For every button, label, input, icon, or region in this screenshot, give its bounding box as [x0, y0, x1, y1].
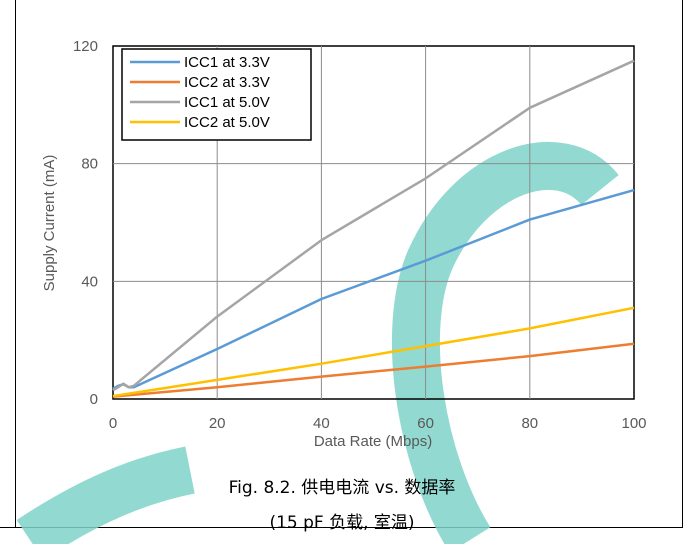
series-line-3: [112, 59, 635, 392]
y-tick-labels: 0 40 80 120: [73, 38, 98, 408]
x-tick-labels: 0 20 40 60 80 100: [109, 415, 647, 432]
y-tick-label: 80: [81, 156, 98, 173]
legend-label: ICC1 at 5.0V: [184, 94, 270, 111]
y-tick-label: 40: [81, 273, 98, 290]
legend-box: [121, 48, 312, 141]
x-tick-label: 20: [209, 415, 226, 432]
x-tick-label: 60: [417, 415, 434, 432]
series-line-2: [112, 342, 635, 398]
y-axis-title: Supply Current (mA): [41, 155, 58, 292]
legend: ICC1 at 3.3V ICC2 at 3.3V ICC1 at 5.0V ICC2…: [130, 54, 270, 131]
series-layer: [112, 59, 635, 398]
legend-label: ICC2 at 5.0V: [184, 114, 270, 131]
plot-area: [112, 45, 635, 400]
figure-frame: [15, 0, 683, 528]
figure-caption-line1: Fig. 8.2. 供电电流 vs. 数据率: [228, 478, 456, 498]
y-tick-label: 0: [90, 391, 98, 408]
x-tick-label: 100: [621, 415, 646, 432]
series-line-1: [112, 188, 635, 390]
y-tick-label: 120: [73, 38, 98, 55]
x-tick-label: 40: [313, 415, 330, 432]
legend-label: ICC1 at 3.3V: [184, 54, 270, 71]
legend-label: ICC2 at 3.3V: [184, 74, 270, 91]
x-tick-label: 0: [109, 415, 117, 432]
x-axis-title: Data Rate (Mbps): [314, 433, 432, 450]
x-tick-label: 80: [521, 415, 538, 432]
series-line-4: [112, 306, 635, 398]
grid: [113, 46, 634, 399]
frame-stub: [0, 527, 15, 528]
figure-caption-line2: (15 pF 负载, 室温): [269, 513, 415, 533]
